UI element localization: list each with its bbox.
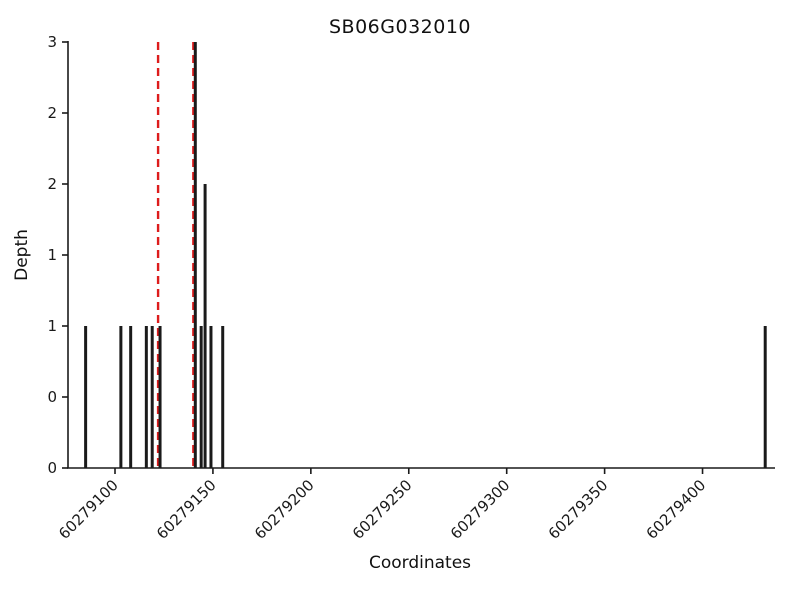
y-tick-label: 1 bbox=[47, 317, 57, 335]
x-tick-label: 60279100 bbox=[55, 476, 122, 543]
y-tick-label: 0 bbox=[47, 388, 57, 406]
y-tick-label: 2 bbox=[47, 175, 57, 193]
x-tick-label: 60279400 bbox=[643, 476, 710, 543]
y-axis-label: Depth bbox=[12, 229, 32, 281]
x-axis-label: Coordinates bbox=[368, 553, 472, 573]
x-tick-label: 60279300 bbox=[447, 476, 514, 543]
y-tick-label: 1 bbox=[47, 246, 57, 264]
x-tick-label: 60279250 bbox=[349, 476, 416, 543]
y-tick-label: 0 bbox=[47, 459, 57, 477]
x-tick-label: 60279150 bbox=[153, 476, 220, 543]
x-tick-label: 60279200 bbox=[251, 476, 318, 543]
y-tick-label: 3 bbox=[47, 33, 57, 51]
y-tick-label: 2 bbox=[47, 104, 57, 122]
x-tick-label: 60279350 bbox=[545, 476, 612, 543]
chart-title: SB06G032010 bbox=[328, 16, 472, 38]
